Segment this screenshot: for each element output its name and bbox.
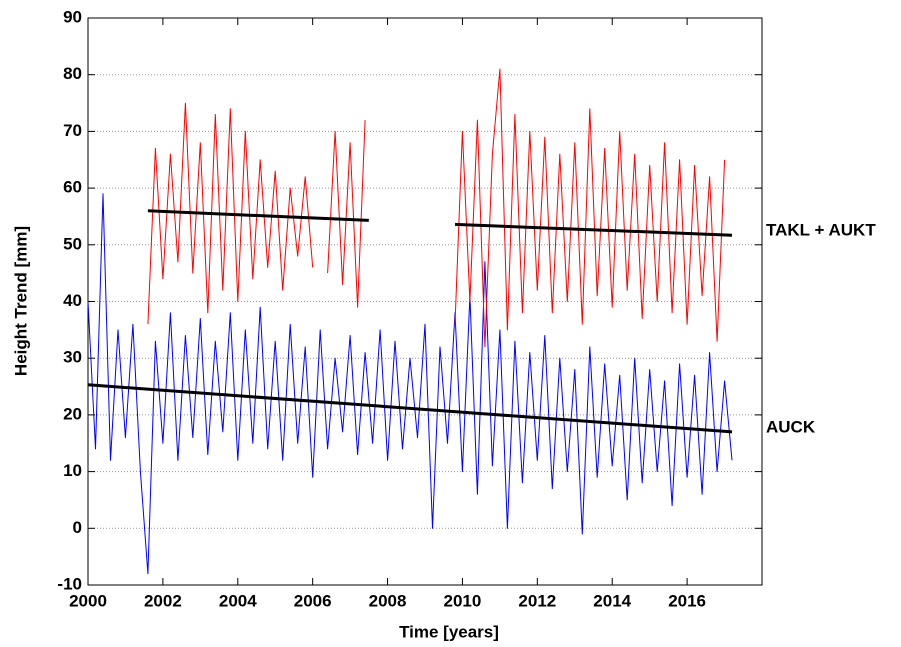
y-tick-label: 0 [73,518,82,537]
y-tick-label: 10 [63,461,82,480]
x-axis-label: Time [years] [399,622,499,641]
series-line [147,68,726,348]
y-tick-label: 40 [63,291,82,310]
series-line [147,209,733,237]
y-tick-label: 30 [63,348,82,367]
y-tick-label: 50 [63,234,82,253]
y-tick-label: 80 [63,64,82,83]
x-tick-label: 2010 [444,591,482,610]
y-tick-label: 70 [63,121,82,140]
series-line [87,383,733,434]
x-tick-label: 2012 [518,591,556,610]
series-end-label: TAKL + AUKT [766,221,876,240]
y-tick-label: 90 [63,7,82,26]
y-tick-label: 60 [63,178,82,197]
series-end-label: AUCK [766,417,816,436]
x-tick-label: 2014 [593,591,631,610]
x-tick-label: 2002 [144,591,182,610]
series-line [87,193,733,575]
y-tick-label: 20 [63,404,82,423]
x-tick-label: 2004 [219,591,257,610]
x-tick-label: 2016 [668,591,706,610]
y-tick-label: -10 [57,574,82,593]
y-axis-label: Height Trend [mm] [11,226,30,376]
x-tick-label: 2000 [69,591,107,610]
x-tick-label: 2006 [294,591,332,610]
x-tick-label: 2008 [369,591,407,610]
